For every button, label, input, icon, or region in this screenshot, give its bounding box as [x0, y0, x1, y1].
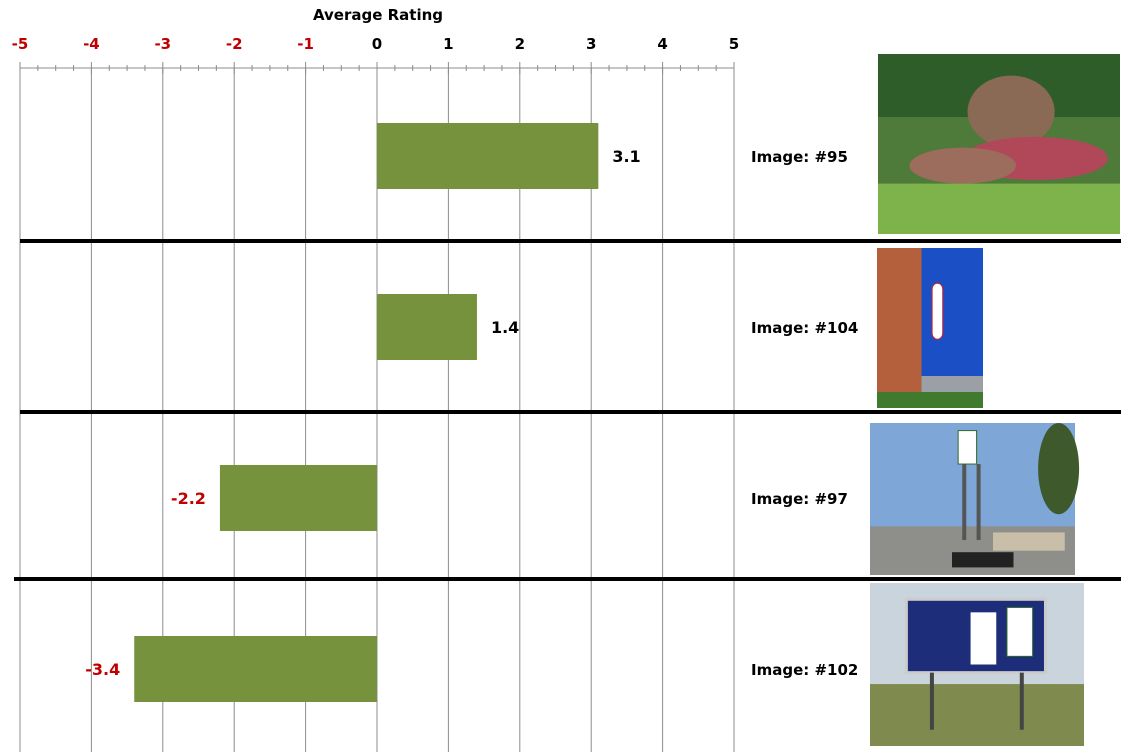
x-tick-label: -3 [154, 35, 171, 53]
bar [219, 465, 377, 531]
billboard-photo-icon [870, 583, 1084, 746]
x-tick-label: 5 [729, 35, 739, 53]
bar-value-label: 3.1 [612, 147, 640, 166]
x-tick-label: -1 [297, 35, 314, 53]
bar [377, 294, 477, 360]
seven-eleven-sign-photo-icon [870, 423, 1080, 575]
x-tick-label: 1 [443, 35, 453, 53]
x-tick-label: 3 [586, 35, 596, 53]
chart-title: Average Rating [313, 6, 443, 24]
bar-value-label: -3.4 [85, 660, 120, 679]
x-tick-label: -4 [83, 35, 100, 53]
bar-value-label: -2.2 [171, 489, 206, 508]
landscape-photo-icon [878, 54, 1120, 234]
x-tick-label: 0 [372, 35, 382, 53]
category-label: Image: #95 [751, 148, 848, 166]
bank-building-photo-icon [877, 248, 983, 408]
x-tick-label: 4 [657, 35, 667, 53]
x-tick-label: 2 [515, 35, 525, 53]
bar-value-label: 1.4 [491, 318, 519, 337]
bar [377, 123, 599, 189]
x-tick-label: -2 [226, 35, 243, 53]
category-label: Image: #102 [751, 661, 858, 679]
x-tick-label: -5 [12, 35, 29, 53]
category-label: Image: #97 [751, 490, 848, 508]
bar [134, 636, 377, 702]
category-label: Image: #104 [751, 319, 858, 337]
